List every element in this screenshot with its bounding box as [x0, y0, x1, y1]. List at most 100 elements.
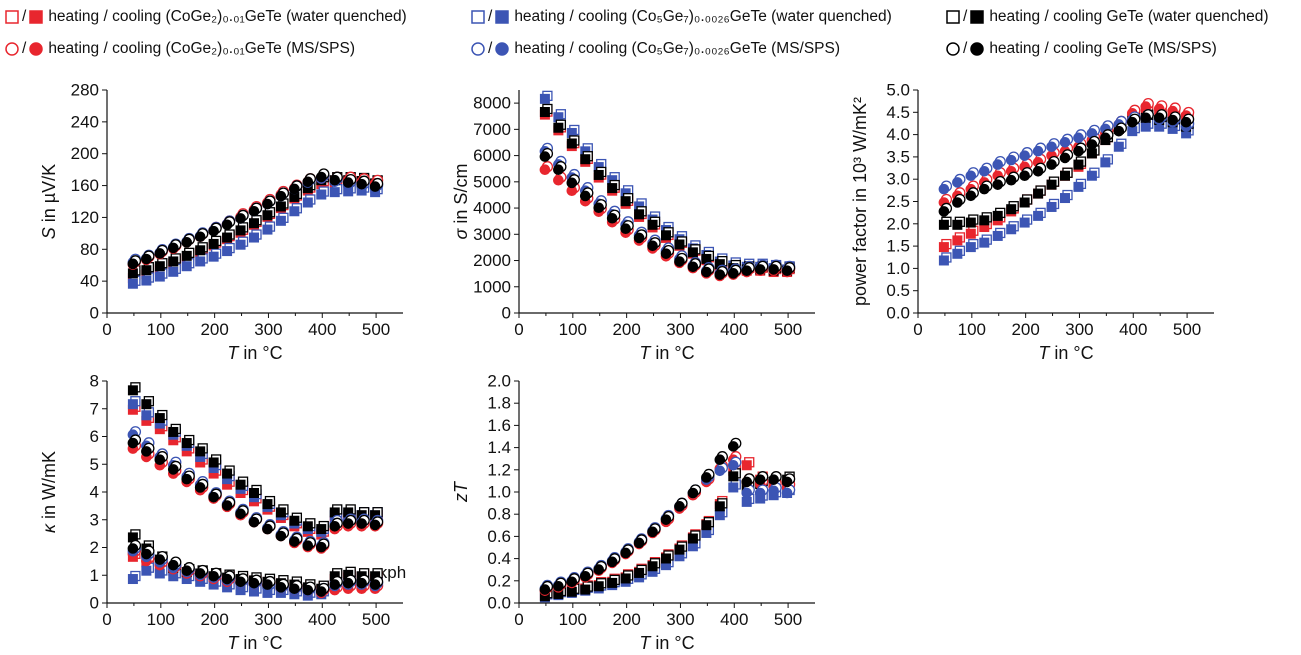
legend-label: heating / cooling (Co₅Ge₇)₀.₀₀₂₆GeTe (wa…	[514, 8, 892, 25]
y-tick-label: 3.0	[886, 170, 910, 189]
x-tick-label: 400	[1119, 320, 1147, 339]
data-point-filled-square	[1100, 157, 1111, 168]
data-point-filled-circle	[221, 500, 233, 511]
y-tick-label: 0.8	[487, 505, 511, 524]
data-point-filled-square	[965, 228, 976, 239]
data-point-filled-circle	[754, 474, 766, 485]
chart-annotation: κph	[379, 563, 406, 582]
data-point-filled-square	[1060, 193, 1070, 204]
y-tick-label: 1.4	[487, 438, 511, 457]
data-point-filled-circle	[579, 570, 591, 582]
data-point-filled-circle	[727, 459, 739, 471]
data-point-filled-circle	[1113, 125, 1125, 137]
data-point-filled-square	[127, 278, 138, 289]
x-tick-label: 0	[514, 610, 523, 629]
series-5	[127, 434, 384, 553]
data-point-filled-circle	[620, 547, 631, 559]
data-point-filled-square	[302, 521, 313, 532]
data-point-filled-circle	[687, 487, 699, 499]
data-point-filled-circle	[754, 264, 766, 275]
data-point-filled-circle	[741, 487, 753, 499]
data-point-filled-square	[249, 218, 259, 229]
data-point-filled-square	[1140, 121, 1151, 132]
data-point-filled-square	[620, 196, 631, 207]
data-point-filled-circle	[768, 485, 779, 497]
filled-square-icon	[495, 10, 510, 24]
data-point-filled-circle	[235, 508, 246, 520]
data-point-filled-square	[674, 544, 685, 555]
data-point-filled-square	[674, 239, 685, 250]
data-point-filled-circle	[315, 541, 327, 553]
data-point-filled-square	[262, 499, 273, 510]
y-tick-label: 1.0	[886, 259, 910, 278]
open-square-icon	[5, 10, 19, 24]
data-point-filled-square	[141, 399, 152, 410]
data-point-filled-circle	[938, 183, 950, 195]
data-point-filled-circle	[539, 584, 551, 595]
open-square-icon	[471, 10, 485, 24]
data-point-filled-circle	[566, 177, 578, 189]
data-point-filled-square	[566, 586, 577, 597]
x-tick-label: 0	[102, 320, 111, 339]
data-point-filled-square	[1046, 201, 1057, 212]
y-tick-label: 40	[80, 272, 99, 291]
data-point-filled-circle	[633, 232, 645, 244]
data-point-filled-circle	[553, 174, 564, 186]
data-point-filled-square	[661, 230, 671, 241]
data-point-filled-square	[141, 565, 152, 576]
data-point-filled-circle	[275, 530, 287, 542]
y-axis-label: zT	[451, 480, 471, 503]
x-tick-label: 400	[720, 610, 748, 629]
data-point-filled-circle	[1059, 152, 1071, 164]
filled-circle-icon	[970, 42, 985, 56]
data-point-filled-square	[181, 261, 192, 272]
data-point-filled-circle	[539, 164, 551, 176]
y-tick-label: 1	[90, 566, 99, 585]
data-point-filled-circle	[727, 268, 739, 279]
data-point-filled-circle	[1046, 159, 1057, 170]
y-tick-label: 4000	[473, 199, 511, 218]
y-tick-label: 6	[90, 427, 99, 446]
chart-panel-3: 0 100 200 300 400 500 0 1 2 3 4 5 6 7 8 T in °C κ in W/m…	[39, 372, 406, 654]
x-tick-label: 500	[362, 610, 390, 629]
data-point-filled-square	[992, 210, 1003, 221]
data-point-filled-square	[127, 399, 138, 410]
y-tick-label: 0.0	[487, 594, 511, 613]
data-point-filled-square	[1006, 204, 1017, 215]
data-point-filled-square	[127, 385, 138, 396]
data-point-filled-square	[701, 253, 712, 264]
y-tick-label: 1.5	[886, 237, 910, 256]
x-tick-label: 200	[1011, 320, 1039, 339]
data-point-filled-circle	[154, 248, 166, 259]
data-point-filled-circle	[741, 476, 753, 488]
data-point-filled-circle	[194, 231, 206, 243]
data-point-filled-circle	[566, 576, 578, 588]
data-point-filled-circle	[768, 474, 779, 485]
data-point-filled-circle	[356, 178, 367, 190]
chart-panel-1: 0 100 200 300 400 500010002000300040005000600…	[451, 90, 815, 363]
data-point-filled-square	[235, 225, 246, 236]
data-point-filled-circle	[208, 570, 219, 582]
y-tick-label: 200	[71, 144, 99, 163]
y-tick-label: 4.0	[886, 125, 910, 144]
legend-label: heating / cooling (CoGe₂)₀.₀₁GeTe (water…	[48, 8, 407, 25]
x-tick-label: 200	[612, 320, 640, 339]
data-point-filled-square	[539, 93, 550, 104]
data-point-filled-circle	[1059, 136, 1071, 148]
data-point-filled-circle	[553, 164, 564, 176]
data-point-filled-circle	[647, 240, 658, 252]
data-point-filled-square	[154, 271, 165, 282]
data-point-filled-square	[1033, 188, 1044, 199]
data-point-filled-square	[938, 219, 949, 230]
series-5	[938, 109, 1195, 217]
x-tick-label: 300	[666, 610, 694, 629]
x-tick-label: 400	[308, 320, 336, 339]
legend: / heating / cooling (CoGe₂)₀.₀₁GeTe (wate…	[0, 0, 1301, 70]
x-tick-label: 500	[1173, 320, 1201, 339]
chart-panel-0: 0 100 200 300 400 500 0 40 80 120 160 200 240 280 T in…	[39, 81, 403, 363]
x-tick-label: 200	[612, 610, 640, 629]
data-point-filled-circle	[674, 501, 685, 512]
data-point-filled-circle	[356, 518, 367, 529]
data-point-filled-square	[154, 261, 165, 272]
x-axis-label: T in °C	[227, 343, 282, 363]
